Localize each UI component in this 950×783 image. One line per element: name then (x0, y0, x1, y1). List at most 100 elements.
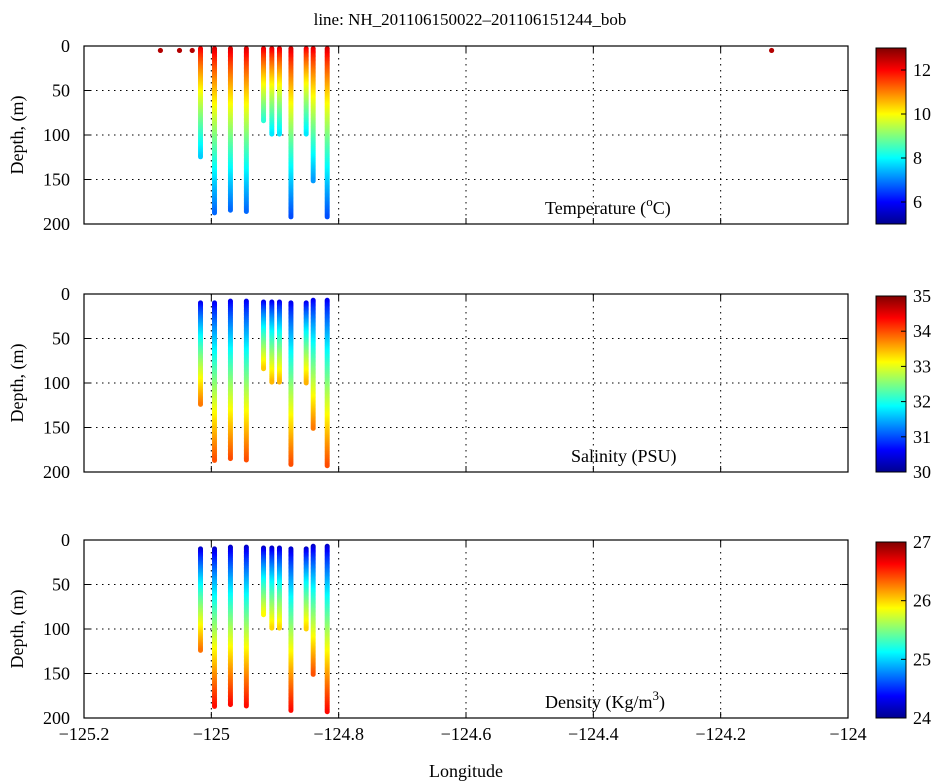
data-point (227, 702, 233, 708)
data-point (288, 214, 294, 220)
colorbar-tick-label: 30 (913, 462, 931, 482)
colorbar-density: 24 25 26 27 (875, 532, 931, 728)
data-point (227, 207, 233, 213)
colorbar-tick-label: 8 (913, 148, 922, 168)
data-point (198, 154, 204, 160)
data-point (157, 47, 163, 54)
data-point (198, 647, 204, 653)
data-point (269, 379, 275, 385)
grid-density (84, 540, 848, 718)
data-point (212, 457, 218, 463)
data-point (324, 463, 330, 469)
colorbar-temperature: 6 8 10 12 (875, 47, 931, 225)
y-tick-label: 200 (43, 214, 70, 234)
variable-label-temperature: Temperature (oC) (545, 194, 671, 219)
y-tick-label: 100 (43, 373, 70, 393)
variable-label-density: Density (Kg/m3) (545, 688, 665, 713)
y-tick-label: 150 (43, 170, 70, 190)
grid-temperature (84, 46, 848, 224)
data-point (303, 131, 309, 137)
y-tick-label: 100 (43, 125, 70, 145)
data-point (276, 379, 282, 385)
data-point (243, 703, 249, 709)
colorbar-gradient (875, 295, 907, 473)
y-tick-label: 50 (52, 81, 70, 101)
y-tick-label: 200 (43, 708, 70, 728)
x-ticks-temperature (83, 46, 849, 224)
data-points-temperature (157, 46, 775, 220)
x-axis-label: Longitude (429, 761, 503, 781)
x-tick-label: −124.6 (441, 724, 492, 744)
x-tick-label: −125.2 (59, 724, 110, 744)
data-point (310, 425, 316, 431)
data-point (227, 456, 233, 462)
data-point (261, 118, 267, 124)
data-point (243, 457, 249, 463)
y-ticks-temperature: 0 50 100 150 200 (43, 36, 848, 234)
x-ticks-density (83, 540, 849, 718)
colorbar-tick-label: 27 (913, 532, 931, 552)
x-tick-label: −124.4 (568, 724, 619, 744)
y-tick-label: 50 (52, 329, 70, 349)
y-axis-label: Depth, (m) (7, 96, 28, 175)
data-point (212, 703, 218, 709)
x-tick-label: −124 (829, 724, 866, 744)
data-point (303, 380, 309, 386)
data-point (198, 401, 204, 407)
data-point (288, 461, 294, 467)
colorbar-gradient (875, 541, 907, 719)
colorbar-tick-label: 6 (913, 192, 922, 212)
x-tick-label: −125 (193, 724, 230, 744)
data-point (769, 47, 775, 54)
y-tick-label: 50 (52, 575, 70, 595)
data-points-salinity (198, 297, 330, 469)
colorbar-tick-label: 31 (913, 427, 931, 447)
y-axis-label: Depth, (m) (7, 344, 28, 423)
y-tick-label: 100 (43, 619, 70, 639)
colorbar-tick-label: 33 (913, 356, 931, 376)
data-point (288, 707, 294, 713)
data-point (269, 625, 275, 631)
y-axis-label: Depth, (m) (7, 590, 28, 669)
y-ticks-density: 0 50 100 150 200 (43, 530, 848, 728)
data-points-density (198, 543, 330, 715)
y-tick-label: 200 (43, 462, 70, 482)
data-point (324, 214, 330, 220)
data-point (276, 131, 282, 137)
grid-salinity (84, 294, 848, 472)
figure-title: line: NH_201106150022–201106151244_bob (314, 10, 627, 29)
data-point (243, 209, 249, 215)
data-point (324, 709, 330, 715)
y-ticks-salinity: 0 50 100 150 200 (43, 284, 848, 482)
x-tick-label: −124.8 (313, 724, 364, 744)
y-tick-label: 0 (61, 284, 70, 304)
data-point (189, 47, 195, 54)
variable-label-salinity: Salinity (PSU) (571, 446, 677, 467)
data-point (269, 131, 275, 137)
panel-salinity: 0 50 100 150 200 Depth, (m) Salinity (PSU) 30 31… (7, 284, 931, 482)
colorbar-tick-label: 24 (913, 708, 931, 728)
x-axis: −125.2 −125 −124.8 −124.6 −124.4 −124.2 −124 (59, 724, 867, 744)
colorbar-tick-label: 25 (913, 649, 931, 669)
y-tick-label: 150 (43, 418, 70, 438)
y-tick-label: 0 (61, 530, 70, 550)
data-point (310, 671, 316, 677)
data-point (212, 210, 218, 216)
colorbar-tick-label: 34 (913, 321, 931, 341)
data-point (303, 626, 309, 632)
colorbar-tick-label: 10 (913, 104, 931, 124)
colorbar-salinity: 30 31 32 33 34 35 (875, 286, 931, 482)
colorbar-tick-label: 32 (913, 392, 931, 412)
x-tick-label: −124.2 (695, 724, 746, 744)
colorbar-gradient (875, 47, 907, 225)
colorbar-tick-label: 26 (913, 591, 931, 611)
data-point (261, 366, 267, 372)
y-tick-label: 150 (43, 664, 70, 684)
panel-temperature: 0 50 100 150 200 Depth, (m) Temperature (oC) 6 8… (7, 36, 931, 234)
y-tick-label: 0 (61, 36, 70, 56)
data-point (310, 178, 316, 184)
x-ticks-salinity (83, 294, 849, 472)
data-point (176, 47, 183, 54)
